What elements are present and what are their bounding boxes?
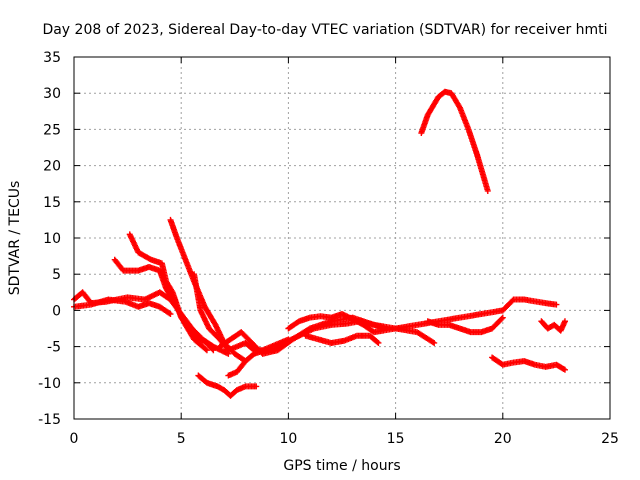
data-point <box>499 314 506 321</box>
data-point <box>553 301 560 308</box>
y-ticks: -15 -10 -5 0 5 10 15 20 25 30 35 <box>38 50 610 428</box>
y-axis-label: SDTVAR / TECUs <box>7 181 23 296</box>
data-point <box>210 347 217 354</box>
x-tick-label: 10 <box>279 431 297 447</box>
data-point <box>209 346 216 353</box>
data-point <box>202 346 209 353</box>
data-point <box>561 366 568 373</box>
x-tick-label: 15 <box>387 431 405 447</box>
y-tick-label: 25 <box>43 122 61 138</box>
x-tick-label: 5 <box>177 431 186 447</box>
series-trace-15 <box>538 318 568 334</box>
data-points-layer <box>71 88 568 399</box>
y-tick-label: 5 <box>52 267 61 283</box>
data-point <box>203 347 210 354</box>
data-point <box>560 366 567 373</box>
data-point <box>484 187 491 194</box>
x-ticks: 0 5 10 15 20 25 <box>70 57 619 447</box>
series-trace-2 <box>71 296 174 318</box>
chart-title: Day 208 of 2023, Sidereal Day-to-day VTE… <box>42 22 607 38</box>
x-tick-label: 25 <box>601 431 619 447</box>
series-trace-13 <box>424 314 506 336</box>
series-trace-4 <box>126 231 217 354</box>
data-point <box>253 383 260 390</box>
y-tick-label: 0 <box>52 303 61 319</box>
x-axis-label: GPS time / hours <box>283 458 400 474</box>
x-tick-label: 0 <box>70 431 79 447</box>
y-tick-label: 30 <box>43 86 61 102</box>
series-trace-14 <box>489 354 568 373</box>
series-trace-11 <box>302 332 382 346</box>
series-trace-10 <box>285 311 438 346</box>
data-point <box>375 339 382 346</box>
data-point <box>166 310 173 317</box>
y-tick-label: 15 <box>43 195 61 211</box>
data-point <box>167 311 174 318</box>
data-point <box>561 318 568 325</box>
grid-layer <box>74 57 610 419</box>
data-point <box>498 315 505 322</box>
y-tick-label: -10 <box>38 376 61 392</box>
y-tick-label: -15 <box>38 412 61 428</box>
y-tick-label: 20 <box>43 159 61 175</box>
data-point <box>431 339 438 346</box>
x-tick-label: 20 <box>494 431 512 447</box>
y-tick-label: 10 <box>43 231 61 247</box>
y-tick-label: 35 <box>43 50 61 66</box>
series-trace-12 <box>418 88 491 194</box>
data-point <box>374 339 381 346</box>
series-trace-7 <box>195 372 260 399</box>
y-tick-label: -5 <box>47 340 61 356</box>
